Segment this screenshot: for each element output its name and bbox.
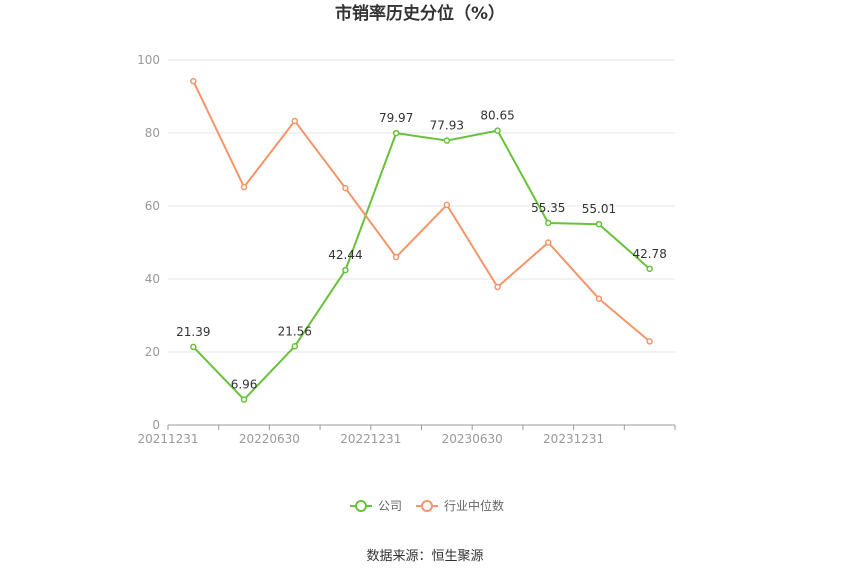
x-tick-label: 20220630 — [239, 432, 300, 446]
y-tick-label: 60 — [145, 199, 160, 213]
data-point — [291, 343, 298, 350]
data-label: 77.93 — [430, 119, 464, 133]
data-label: 55.01 — [582, 202, 616, 216]
data-point — [240, 396, 248, 403]
y-tick-label: 40 — [145, 272, 160, 286]
y-axis: 0 20 40 60 80 100 — [137, 53, 160, 432]
y-tick-label: 0 — [152, 418, 160, 432]
data-point — [595, 220, 603, 228]
data-label: 42.44 — [328, 248, 362, 262]
legend-marker — [355, 500, 367, 512]
y-tick-label: 80 — [145, 126, 160, 140]
data-point — [190, 343, 197, 351]
data-label: 21.39 — [176, 325, 210, 339]
y-tick-label: 100 — [137, 53, 160, 67]
data-point — [443, 201, 451, 209]
legend-marker — [421, 500, 433, 512]
x-tick-label: 20221231 — [340, 432, 401, 446]
data-label: 80.65 — [480, 109, 514, 123]
data-point — [342, 184, 349, 192]
data-label: 79.97 — [379, 111, 413, 125]
data-point — [392, 253, 400, 261]
data-label: 21.56 — [278, 324, 312, 338]
data-point — [392, 129, 400, 137]
x-tick-label: 20230630 — [442, 432, 503, 446]
data-point — [291, 117, 298, 125]
series-layer — [190, 77, 653, 403]
data-labels: 21.39 6.96 21.56 42.44 79.97 77.93 80.65 55.35 5… — [176, 109, 667, 392]
x-tick-label: 20231231 — [543, 432, 604, 446]
data-point — [494, 283, 501, 291]
data-point — [545, 219, 552, 227]
data-point — [646, 265, 653, 273]
data-point — [190, 77, 197, 85]
data-label: 6.96 — [231, 378, 258, 392]
y-tick-label: 20 — [145, 345, 160, 359]
chart-title: 市销率历史分位（%） — [335, 3, 505, 24]
legend[interactable]: 公司 行业中位数 — [350, 498, 504, 513]
data-label: 42.78 — [632, 247, 666, 261]
data-point — [595, 295, 603, 302]
data-point — [494, 127, 501, 134]
data-point — [342, 266, 349, 274]
data-point — [443, 137, 451, 144]
legend-label: 行业中位数 — [444, 498, 504, 513]
series-line-1 — [192, 80, 651, 343]
grid — [168, 59, 675, 353]
x-axis: 20211231 20220630 20221231 20230630 20231231 — [137, 424, 676, 446]
data-point — [646, 338, 653, 345]
x-tick-label: 20211231 — [137, 432, 198, 446]
data-point — [545, 239, 552, 246]
legend-label: 公司 — [378, 499, 402, 513]
source-note: 数据来源：恒生聚源 — [366, 549, 483, 564]
data-label: 55.35 — [531, 201, 565, 215]
series-line-0 — [192, 129, 651, 401]
data-point — [240, 183, 248, 191]
